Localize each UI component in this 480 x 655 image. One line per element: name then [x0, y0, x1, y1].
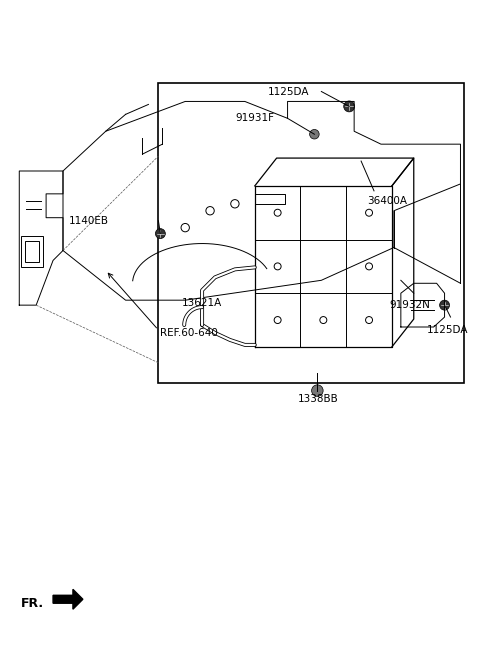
Text: 91931F: 91931F	[235, 113, 274, 123]
Text: 91932N: 91932N	[389, 300, 430, 310]
Text: FR.: FR.	[21, 597, 44, 610]
Text: 36400A: 36400A	[367, 196, 407, 206]
Polygon shape	[53, 590, 83, 609]
Bar	[158, 83, 465, 383]
Circle shape	[440, 300, 450, 310]
Circle shape	[312, 385, 323, 396]
Circle shape	[156, 229, 165, 238]
Text: 1125DA: 1125DA	[427, 325, 468, 335]
Text: 13621A: 13621A	[182, 298, 223, 308]
Text: 1338BB: 1338BB	[298, 394, 338, 403]
Text: 1125DA: 1125DA	[268, 86, 309, 96]
Circle shape	[344, 101, 355, 112]
Text: REF.60-640: REF.60-640	[160, 328, 218, 338]
Text: 1140EB: 1140EB	[69, 215, 109, 226]
Circle shape	[310, 130, 319, 139]
